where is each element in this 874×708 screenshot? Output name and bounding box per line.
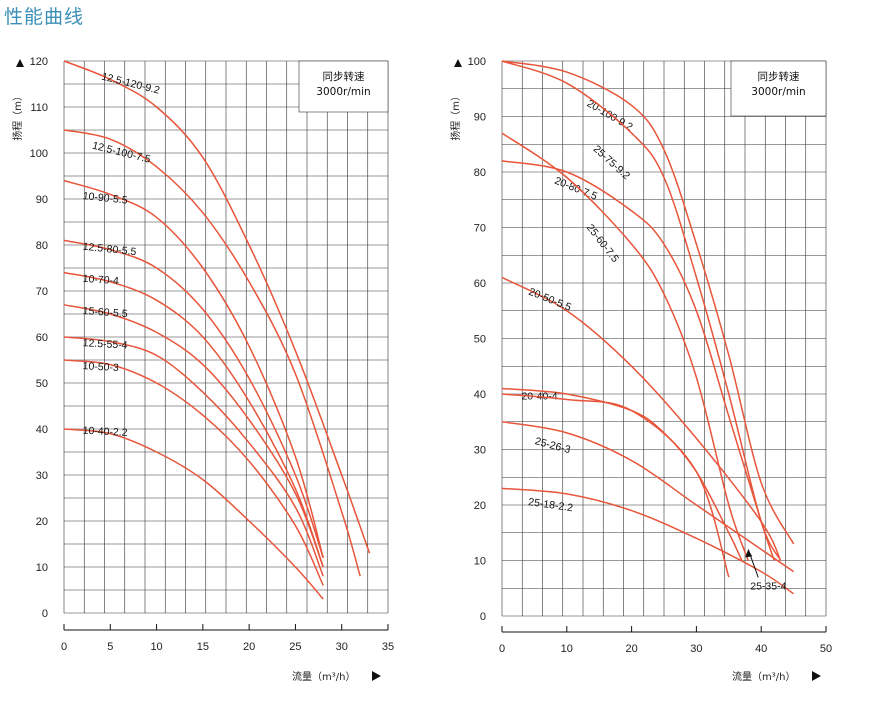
y-tick-label: 0 <box>480 611 486 623</box>
y-tick-label: 50 <box>474 334 486 346</box>
x-tick-label: 35 <box>382 641 394 653</box>
y-axis-label: 扬程（m） <box>449 91 462 141</box>
y-tick-label: 40 <box>36 424 48 436</box>
series-label: 25-60-7.5 <box>584 222 621 265</box>
x-tick-label: 15 <box>197 641 209 653</box>
x-axis <box>63 624 389 631</box>
series-line <box>63 239 324 559</box>
x-tick-label: 0 <box>61 641 67 653</box>
series-label: 10-90-5.5 <box>82 190 128 207</box>
series-line <box>63 271 324 568</box>
y-tick-label: 50 <box>36 378 48 390</box>
y-tick-label: 30 <box>36 470 48 482</box>
x-axis <box>501 626 827 633</box>
series-line <box>501 60 782 561</box>
x-tick-label: 20 <box>625 643 637 655</box>
x-tick-label: 10 <box>150 641 162 653</box>
series-label: 12.5-120-9.2 <box>100 71 161 97</box>
series-label: 20-80-7.5 <box>553 175 599 203</box>
y-tick-label: 100 <box>468 56 486 68</box>
series-label: 25-75-9.2 <box>591 143 633 182</box>
y-tick-label: 120 <box>30 56 48 68</box>
x-tick-label: 0 <box>499 643 505 655</box>
y-tick-label: 60 <box>36 332 48 344</box>
series-line <box>501 393 730 578</box>
series-line <box>63 60 371 554</box>
page-title: 性能曲线 <box>4 6 85 28</box>
y-tick-label: 80 <box>36 240 48 252</box>
x-axis-label: 流量（m³/h） <box>292 670 355 683</box>
y-tick-label: 90 <box>36 194 48 206</box>
x-axis-label: 流量（m³/h） <box>732 670 795 683</box>
x-tick-label: 40 <box>755 643 767 655</box>
y-tick-label: 0 <box>42 608 48 620</box>
series-line <box>63 179 324 558</box>
speed-note-value: 3000r/min <box>316 86 370 98</box>
series-line <box>63 336 324 577</box>
y-tick-label: 40 <box>474 389 486 401</box>
series-label: 15-60-5.5 <box>82 305 128 320</box>
y-tick-label: 80 <box>474 167 486 179</box>
y-tick-label: 30 <box>474 445 486 457</box>
y-tick-label: 10 <box>474 556 486 568</box>
series-group: 12.5-120-9.212.5-100-7.510-90-5.512.5-80… <box>63 60 371 600</box>
series-line <box>501 160 775 561</box>
speed-note-value: 3000r/min <box>751 86 805 98</box>
chart-1: 同步转速3000r/min010203040506070809010011012… <box>11 56 394 683</box>
series-line <box>501 487 795 595</box>
x-tick-label: 20 <box>243 641 255 653</box>
grid <box>63 60 389 614</box>
series-label: 10-40-2.2 <box>82 425 128 439</box>
x-tick-label: 5 <box>107 641 113 653</box>
chart-2: 同步转速3000r/min0102030405060708090100扬程（m）… <box>449 56 832 683</box>
y-tick-label: 70 <box>36 286 48 298</box>
series-line <box>501 132 749 561</box>
speed-note-box <box>298 60 389 113</box>
series-line <box>501 60 795 545</box>
series-line <box>63 359 324 586</box>
y-tick-label: 60 <box>474 278 486 290</box>
y-axis-arrow-icon <box>16 59 24 67</box>
x-tick-label: 30 <box>690 643 702 655</box>
y-tick-label: 70 <box>474 223 486 235</box>
series-label: 25-18-2.2 <box>528 496 574 514</box>
y-axis-arrow-icon <box>454 59 462 67</box>
series-label: 10-70-4 <box>82 273 119 288</box>
series-label: 12.5-55-4 <box>82 337 128 351</box>
x-tick-label: 50 <box>820 643 832 655</box>
speed-note-title: 同步转速 <box>323 70 365 83</box>
x-tick-label: 10 <box>561 643 573 655</box>
y-tick-label: 20 <box>36 516 48 528</box>
y-tick-label: 110 <box>30 102 48 114</box>
series-label: 12.5-80-5.5 <box>82 241 137 259</box>
callout-label: 25-35-4 <box>750 580 786 592</box>
series-label: 25-26-3 <box>534 435 572 456</box>
x-tick-label: 30 <box>336 641 348 653</box>
callout-arrow-icon <box>745 549 753 558</box>
speed-note-box <box>730 60 827 117</box>
y-tick-label: 100 <box>30 148 48 160</box>
series-group: 20-100-9.225-75-9.220-80-7.525-60-7.520-… <box>501 60 795 595</box>
y-tick-label: 10 <box>36 562 48 574</box>
series-label: 20-50-5.5 <box>527 286 573 314</box>
series-label: 10-50-3 <box>82 360 119 374</box>
series-line <box>63 428 324 600</box>
y-tick-label: 20 <box>474 500 486 512</box>
series-line <box>63 129 361 577</box>
x-axis-arrow-icon <box>812 671 821 681</box>
series-line <box>501 421 795 573</box>
y-tick-label: 90 <box>474 112 486 124</box>
x-axis-arrow-icon <box>372 671 381 681</box>
x-tick-label: 25 <box>289 641 301 653</box>
speed-note-title: 同步转速 <box>758 70 800 83</box>
y-axis-label: 扬程（m） <box>11 91 24 141</box>
series-line <box>501 276 782 561</box>
grid <box>501 60 827 617</box>
series-line <box>63 304 324 568</box>
